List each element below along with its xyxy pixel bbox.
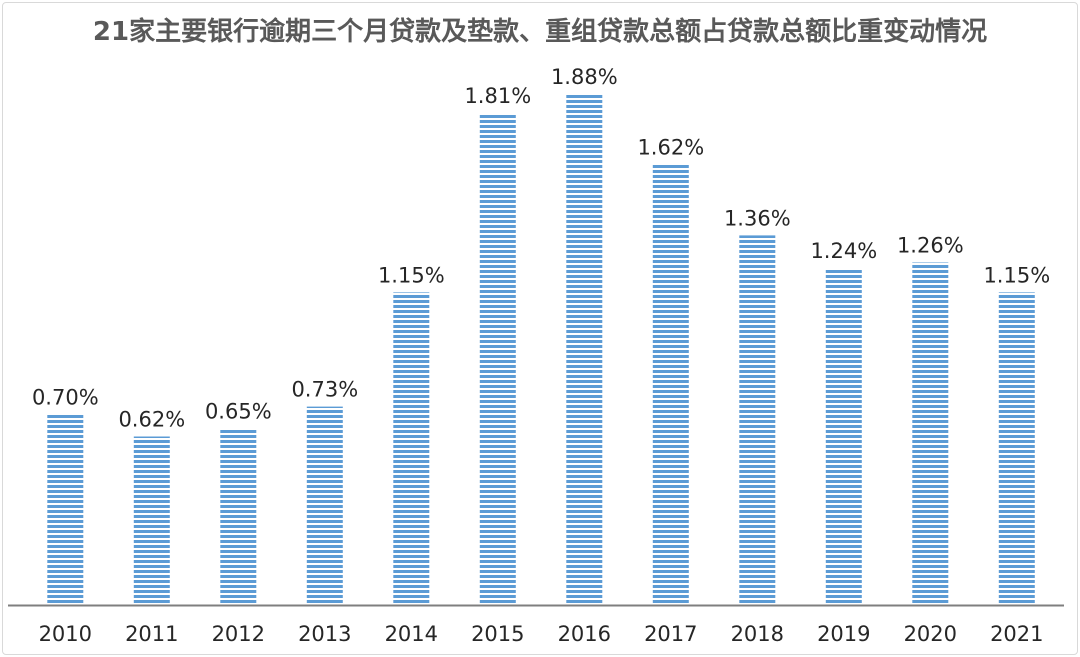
bar-2011 bbox=[133, 436, 170, 605]
x-tick-labels-group: 2010 2011 2012 2013 2014 2015 2016 2017 2018 2019… bbox=[39, 622, 1044, 646]
data-label-2016: 1.88% bbox=[551, 65, 618, 89]
x-tick-label-2020: 2020 bbox=[904, 622, 957, 646]
bar-2014 bbox=[393, 292, 430, 605]
data-label-2019: 1.24% bbox=[810, 239, 877, 263]
x-tick-label-2012: 2012 bbox=[212, 622, 265, 646]
data-label-2014: 1.15% bbox=[378, 263, 445, 287]
bar-2012 bbox=[220, 428, 257, 605]
bar-2016 bbox=[566, 94, 603, 605]
x-tick-label-2014: 2014 bbox=[385, 622, 438, 646]
bar-2019 bbox=[825, 268, 862, 605]
bar-2013 bbox=[306, 406, 343, 605]
x-tick-label-2017: 2017 bbox=[644, 622, 697, 646]
x-tick-label-2018: 2018 bbox=[731, 622, 784, 646]
x-tick-label-2019: 2019 bbox=[817, 622, 870, 646]
bar-2010 bbox=[47, 414, 84, 605]
data-label-2017: 1.62% bbox=[637, 136, 704, 160]
data-label-2012: 0.65% bbox=[205, 399, 272, 423]
data-label-2015: 1.81% bbox=[464, 84, 531, 108]
bar-2015 bbox=[479, 113, 516, 605]
bar-2018 bbox=[739, 235, 776, 605]
x-tick-label-2016: 2016 bbox=[558, 622, 611, 646]
x-tick-label-2013: 2013 bbox=[298, 622, 351, 646]
x-tick-label-2015: 2015 bbox=[471, 622, 524, 646]
bar-2021 bbox=[998, 292, 1035, 605]
bars-group bbox=[47, 94, 1035, 605]
x-tick-label-2010: 2010 bbox=[39, 622, 92, 646]
bar-2017 bbox=[652, 164, 689, 605]
data-label-2018: 1.36% bbox=[724, 206, 791, 230]
bar-2020 bbox=[912, 262, 949, 605]
x-tick-label-2021: 2021 bbox=[990, 622, 1043, 646]
chart-title: 21家主要银行逾期三个月贷款及垫款、重组贷款总额占贷款总额比重变动情况 bbox=[92, 17, 988, 47]
data-label-2020: 1.26% bbox=[897, 234, 964, 258]
data-labels-group: 0.70% 0.62% 0.65% 0.73% 1.15% 1.81% 1.88% 1.62%… bbox=[32, 65, 1050, 432]
data-label-2011: 0.62% bbox=[118, 408, 185, 432]
x-tick-label-2011: 2011 bbox=[125, 622, 178, 646]
data-label-2010: 0.70% bbox=[32, 386, 99, 410]
data-label-2013: 0.73% bbox=[291, 378, 358, 402]
data-label-2021: 1.15% bbox=[983, 263, 1050, 287]
